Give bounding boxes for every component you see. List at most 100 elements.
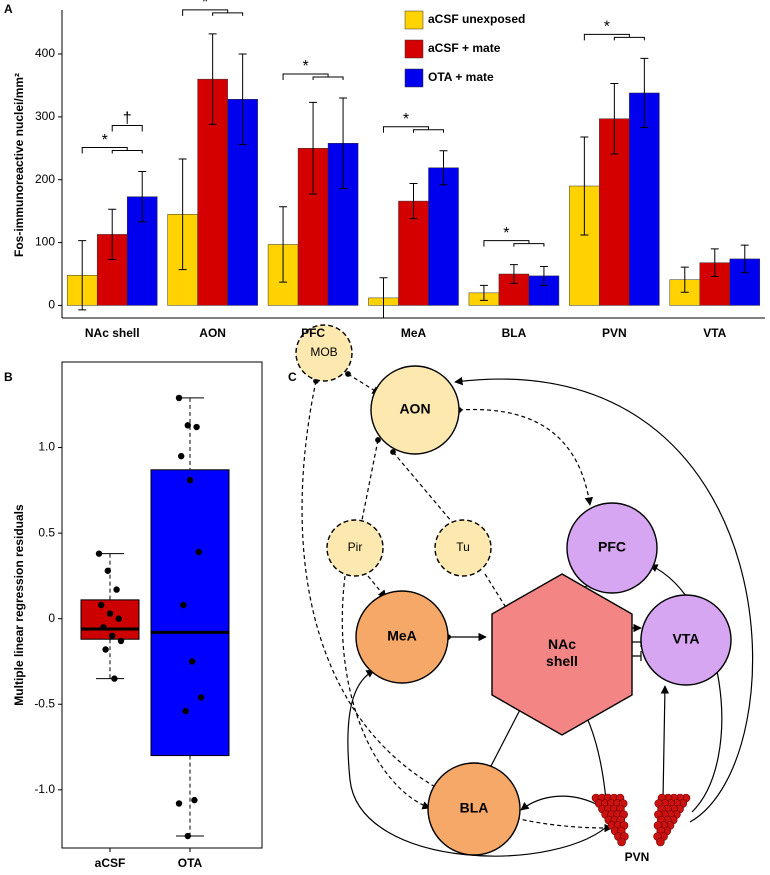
data-point xyxy=(115,615,123,622)
node xyxy=(427,762,521,856)
data-point xyxy=(113,586,120,593)
panel-label: A xyxy=(4,2,13,16)
annotation: * xyxy=(102,132,108,149)
y-tick-label: -1.0 xyxy=(34,782,55,796)
node-label: BLA xyxy=(460,800,489,816)
box xyxy=(150,469,230,757)
data-point xyxy=(111,675,118,682)
error-bar xyxy=(138,171,147,223)
node xyxy=(491,573,633,736)
y-tick-label: 0.5 xyxy=(38,525,55,539)
y-tick-label: 300 xyxy=(35,109,55,123)
node-label: MeA xyxy=(387,628,417,644)
error-bar xyxy=(479,284,488,301)
error-bar xyxy=(680,266,689,293)
y-tick-label: 100 xyxy=(35,235,55,249)
error-bar xyxy=(78,240,87,311)
plot-frame xyxy=(61,361,263,849)
error-bar xyxy=(439,150,448,186)
x-tick-label: OTA xyxy=(178,856,203,870)
error-bar xyxy=(610,83,619,155)
error-bar xyxy=(279,206,288,283)
y-axis-label: Fos-immunoreactive nuclei/mm² xyxy=(12,73,26,257)
node xyxy=(326,519,384,577)
node-label: Pir xyxy=(348,540,363,554)
data-point xyxy=(186,476,194,484)
pvn-cluster xyxy=(591,793,691,847)
data-point xyxy=(182,707,189,715)
significance-bracket xyxy=(583,33,645,41)
error-bar xyxy=(178,158,187,271)
error-bar xyxy=(238,53,247,146)
annotation: * xyxy=(403,111,409,128)
node xyxy=(355,590,449,684)
y-tick-label: 0 xyxy=(48,298,55,312)
annotation: * xyxy=(604,19,610,36)
data-point xyxy=(175,800,183,807)
bar xyxy=(197,78,228,306)
node xyxy=(434,519,492,577)
error-bar xyxy=(509,264,518,284)
error-bar xyxy=(309,101,318,195)
y-tick-label: 400 xyxy=(35,46,55,60)
significance-bracket xyxy=(111,125,143,132)
diagram-nodes xyxy=(295,324,732,856)
x-tick-label: BLA xyxy=(502,326,527,340)
data-point xyxy=(95,550,103,557)
legend-swatch xyxy=(404,39,424,59)
box xyxy=(80,599,140,640)
node-label: AON xyxy=(399,401,430,417)
significance-bracket xyxy=(81,147,143,154)
node-label: PVN xyxy=(625,850,650,864)
x-tick-label: AON xyxy=(199,326,226,340)
data-point xyxy=(117,637,125,645)
annotation: † xyxy=(123,110,132,127)
node-label: PFC xyxy=(598,539,626,555)
error-bar xyxy=(208,33,217,125)
error-bar xyxy=(409,182,418,220)
legend-swatch xyxy=(404,68,424,88)
error-bar xyxy=(108,208,117,261)
node-label: MOB xyxy=(310,345,337,359)
x-tick-label: VTA xyxy=(703,326,726,340)
significance-bracket xyxy=(383,126,444,133)
bar xyxy=(629,92,660,306)
node-label: NAc shell xyxy=(546,636,578,669)
legend-label: aCSF + mate xyxy=(428,41,501,55)
annotation: * xyxy=(202,0,208,11)
significance-bracket xyxy=(182,9,244,16)
legend-swatch xyxy=(404,10,424,30)
data-point xyxy=(100,624,107,631)
node xyxy=(370,365,460,455)
error-bar xyxy=(710,248,719,278)
legend-label: aCSF unexposed xyxy=(428,12,525,26)
data-point xyxy=(104,567,112,574)
pvn-cell xyxy=(656,837,665,847)
x-tick-label: MeA xyxy=(401,326,427,340)
x-tick-label: PVN xyxy=(602,326,627,340)
data-point xyxy=(195,548,202,556)
y-tick-label: 0 xyxy=(48,611,55,625)
error-bar xyxy=(539,265,548,286)
error-bar xyxy=(339,97,348,190)
significance-bracket xyxy=(483,240,545,247)
pvn-cell xyxy=(617,837,626,847)
significance-bracket xyxy=(282,73,344,80)
node xyxy=(566,502,658,594)
y-tick-label: 200 xyxy=(35,172,55,186)
data-point xyxy=(191,796,198,804)
x-tick-label: aCSF xyxy=(95,856,126,870)
data-point xyxy=(98,601,105,609)
data-point xyxy=(189,658,196,665)
error-bar xyxy=(640,57,649,129)
data-point xyxy=(193,423,200,431)
error-bar xyxy=(580,136,589,236)
x-tick-label: PFC xyxy=(301,326,325,340)
data-point xyxy=(178,452,185,460)
y-tick-label: -0.5 xyxy=(34,696,55,710)
data-point xyxy=(180,601,187,609)
bar xyxy=(428,167,459,306)
data-point xyxy=(175,394,183,402)
